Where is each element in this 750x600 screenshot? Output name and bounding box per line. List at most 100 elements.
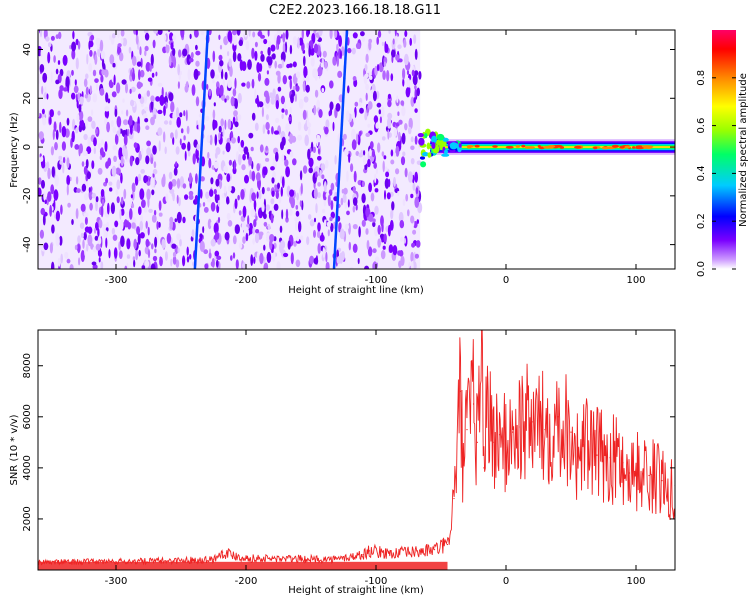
heatmap-cell bbox=[91, 261, 97, 266]
heatmap-cell bbox=[289, 208, 293, 216]
heatmap-cell bbox=[92, 69, 97, 77]
heatmap-cell bbox=[120, 196, 124, 205]
heatmap-cell bbox=[208, 252, 212, 259]
heatmap-cell bbox=[224, 98, 227, 103]
heatmap-cell bbox=[308, 45, 311, 58]
heatmap-cell bbox=[325, 119, 330, 129]
heatmap-cell bbox=[190, 52, 194, 59]
heatmap-cell bbox=[253, 256, 256, 264]
snr-x-ticks: -300 -200 -100 0 100 bbox=[105, 330, 646, 587]
heatmap-cell bbox=[254, 50, 258, 61]
heatmap-cell bbox=[125, 109, 129, 117]
heatmap-cell bbox=[179, 112, 183, 118]
heatmap-cell bbox=[324, 126, 329, 135]
heatmap-cell bbox=[281, 59, 284, 68]
heatmap-cell bbox=[215, 259, 219, 268]
heatmap-cell bbox=[179, 138, 182, 146]
heatmap-cell bbox=[95, 82, 99, 91]
heatmap-cell bbox=[131, 55, 137, 66]
heatmap-cell bbox=[271, 190, 275, 197]
heatmap-cell bbox=[386, 240, 390, 248]
heatmap-cell bbox=[218, 54, 223, 61]
heatmap-cell bbox=[138, 206, 142, 216]
heatmap-cell bbox=[151, 189, 155, 196]
heatmap-cell bbox=[414, 253, 419, 259]
heatmap-cell bbox=[414, 196, 420, 208]
heatmap-cell bbox=[198, 119, 201, 132]
heatmap-cell bbox=[185, 109, 188, 122]
heatmap-cell bbox=[153, 30, 159, 34]
heatmap-cell bbox=[41, 108, 45, 115]
heatmap-cell bbox=[348, 241, 351, 251]
snr-y-tick-label: 8000 bbox=[22, 353, 33, 378]
heatmap-cell bbox=[233, 159, 236, 171]
heatmap-cell bbox=[108, 181, 113, 186]
heatmap-cell bbox=[186, 54, 192, 66]
heatmap-cell bbox=[141, 265, 146, 269]
heatmap-cell bbox=[390, 73, 394, 82]
heatmap-cell bbox=[141, 148, 144, 156]
heatmap-cell bbox=[645, 145, 654, 149]
heatmap-cell bbox=[230, 96, 235, 107]
heatmap-cell bbox=[40, 49, 43, 58]
heatmap-cell bbox=[367, 123, 371, 128]
heatmap-cell bbox=[418, 70, 422, 80]
snr-point bbox=[485, 395, 488, 397]
heatmap-cell bbox=[274, 60, 278, 69]
heatmap-cell bbox=[263, 244, 266, 251]
heatmap-cell bbox=[150, 95, 155, 102]
heatmap-cell bbox=[329, 101, 334, 111]
spectrogram-y-tick-label: 40 bbox=[22, 43, 33, 56]
heatmap-cell bbox=[333, 221, 336, 229]
heatmap-cell bbox=[62, 87, 68, 92]
heatmap-cell bbox=[62, 54, 68, 66]
heatmap-cell bbox=[49, 242, 54, 254]
heatmap-cell bbox=[97, 250, 103, 257]
heatmap-cell bbox=[94, 54, 98, 65]
heatmap-cell bbox=[388, 178, 391, 188]
heatmap-cell bbox=[376, 36, 380, 45]
heatmap-cell bbox=[307, 30, 310, 35]
heatmap-cell bbox=[287, 240, 291, 250]
heatmap-cell bbox=[39, 229, 45, 239]
heatmap-cell bbox=[384, 190, 386, 200]
heatmap-cell bbox=[371, 150, 375, 158]
heatmap-cell bbox=[155, 71, 158, 77]
heatmap-cell bbox=[157, 82, 163, 87]
heatmap-cell bbox=[393, 152, 397, 158]
heatmap-cell bbox=[163, 105, 166, 116]
heatmap-cell bbox=[113, 247, 118, 259]
heatmap-cell bbox=[381, 41, 384, 47]
heatmap-cell bbox=[288, 63, 293, 68]
spectrogram-y-ticks: -40 -20 0 20 40 bbox=[22, 43, 675, 253]
heatmap-cell bbox=[116, 116, 122, 128]
heatmap-cell bbox=[352, 205, 356, 213]
colorbar-label: Normalized spectral amplitude bbox=[738, 73, 749, 227]
heatmap-cell bbox=[410, 260, 414, 269]
heatmap-cell bbox=[236, 30, 241, 36]
heatmap-cell bbox=[216, 255, 222, 260]
heatmap-cell bbox=[336, 55, 339, 67]
heatmap-cell bbox=[384, 178, 390, 189]
heatmap-cell bbox=[352, 76, 357, 81]
heatmap-cell bbox=[250, 254, 254, 266]
heatmap-cell bbox=[110, 202, 115, 215]
snr-point bbox=[245, 557, 247, 559]
heatmap-cell bbox=[223, 185, 227, 194]
heatmap-cell bbox=[175, 161, 178, 167]
heatmap-cell bbox=[352, 185, 356, 194]
heatmap-cell bbox=[290, 196, 296, 209]
heatmap-cell bbox=[325, 261, 330, 269]
snr-y-label: SNR (10 * v/v) bbox=[9, 414, 20, 485]
heatmap-cell bbox=[394, 32, 398, 45]
heatmap-cell bbox=[139, 96, 145, 104]
heatmap-cell bbox=[208, 158, 212, 169]
heatmap-cell bbox=[50, 184, 55, 195]
heatmap-cell bbox=[232, 34, 238, 46]
heatmap-cell bbox=[404, 53, 409, 66]
heatmap-cell bbox=[351, 128, 356, 141]
heatmap-cell bbox=[91, 192, 97, 199]
heatmap-cell bbox=[51, 166, 55, 178]
heatmap-cell bbox=[178, 49, 182, 58]
heatmap-cell bbox=[355, 42, 361, 49]
